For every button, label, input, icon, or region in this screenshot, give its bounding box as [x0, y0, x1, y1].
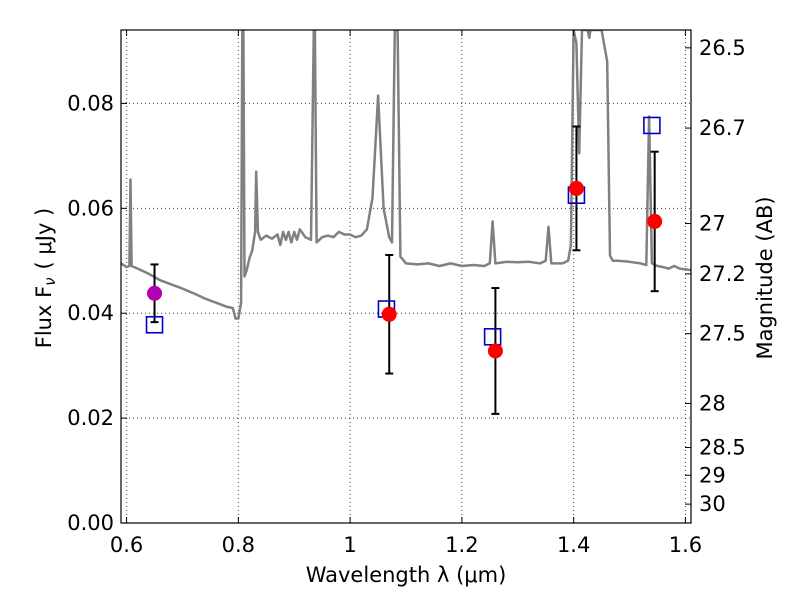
right-tick-label: 27.5: [699, 322, 746, 346]
right-tick-label: 27: [699, 212, 726, 236]
right-tick-label: 26.5: [699, 36, 746, 60]
observed-point: [381, 306, 397, 322]
x-tick-label: 0.6: [110, 533, 143, 557]
right-tick-label: 30: [699, 492, 726, 516]
observed-point: [647, 213, 663, 229]
axis-labels: Wavelength λ (μm) Flux Fν ( μJy ) Magnitu…: [32, 196, 777, 587]
observed-point: [147, 285, 163, 301]
plot-series: [121, 30, 691, 320]
observed-point: [568, 180, 584, 196]
observed-point: [487, 343, 503, 359]
spectrum-line: [121, 30, 691, 320]
model-square: [643, 116, 661, 135]
right-tick-label: 26.7: [699, 116, 746, 140]
y-tick-label: 0.02: [67, 406, 114, 430]
y-tick-label: 0.08: [67, 91, 114, 115]
x-tick-label: 0.8: [222, 533, 255, 557]
model-square: [145, 315, 164, 334]
x-tick-label: 1.4: [557, 533, 590, 557]
y-tick-label: 0.06: [67, 196, 114, 220]
right-tick-label: 27.2: [699, 262, 746, 286]
x-tick-label: 1.2: [445, 533, 478, 557]
ticks: 0.6 0.8 1 1.2 1.4 1.6 0.00 0.02 0.04 0.06 0.08 26.5…: [67, 30, 746, 557]
x-tick-label: 1: [343, 533, 356, 557]
x-tick-label: 1.6: [669, 533, 702, 557]
y-axis-label-right: Magnitude (AB): [753, 196, 777, 359]
grid: [121, 30, 691, 524]
y-axis-label-left: Flux Fν ( μJy ): [32, 208, 59, 349]
model-square: [483, 328, 502, 346]
plot-frame: [120, 29, 692, 524]
right-tick-label: 28: [699, 391, 726, 415]
y-axis-label-left-unit: ( μJy ): [32, 208, 56, 270]
right-tick-label: 28.5: [699, 435, 746, 459]
x-axis-label: Wavelength λ (μm): [306, 563, 507, 587]
right-tick-label: 29: [699, 463, 726, 487]
y-tick-label: 0.00: [67, 511, 114, 535]
y-axis-label-left-sub: ν: [41, 277, 59, 285]
y-axis-label-left-main: Flux F: [32, 286, 56, 348]
y-tick-label: 0.04: [67, 301, 114, 325]
plot-points: [145, 116, 663, 415]
